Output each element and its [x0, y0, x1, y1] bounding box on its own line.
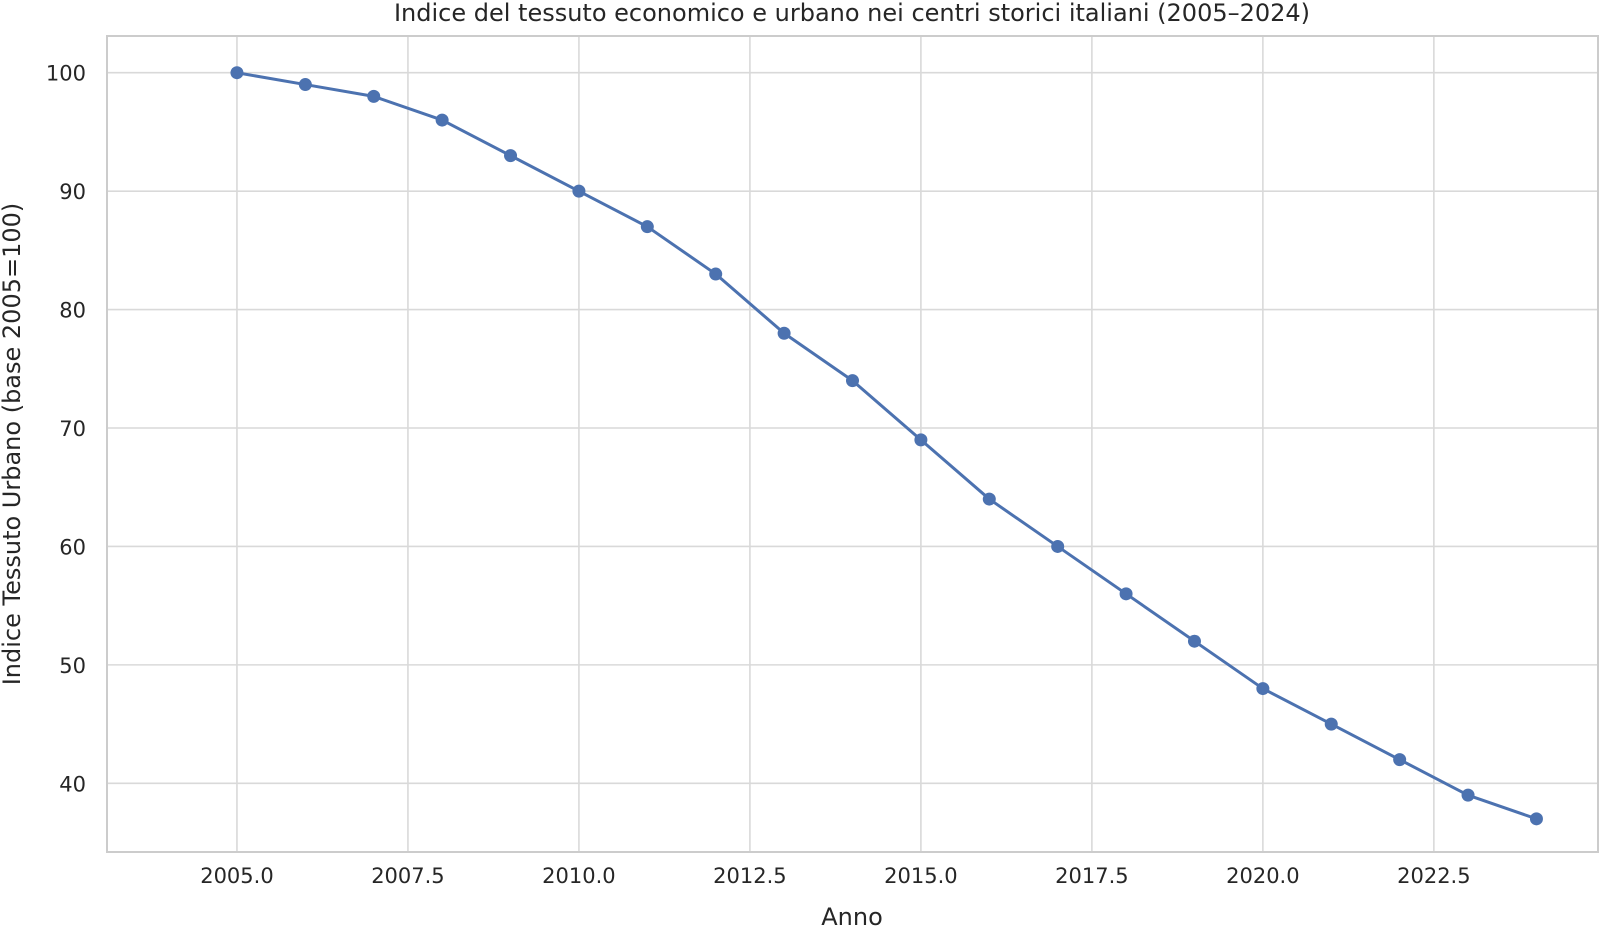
- data-point: [230, 66, 244, 80]
- y-tick-label: 50: [59, 654, 86, 678]
- data-point: [504, 149, 518, 163]
- data-point: [1324, 717, 1338, 731]
- y-tick-label: 90: [59, 180, 86, 204]
- data-point: [1461, 788, 1475, 802]
- data-point: [1256, 682, 1270, 696]
- data-point: [572, 184, 586, 198]
- y-tick-label: 80: [59, 299, 86, 323]
- x-axis-label: Anno: [821, 903, 883, 928]
- data-point: [777, 326, 791, 340]
- x-tick-label: 2020.0: [1226, 864, 1299, 888]
- x-gridlines: [236, 36, 1435, 852]
- x-tick-label: 2015.0: [884, 864, 957, 888]
- series-line: [236, 71, 1537, 821]
- data-point: [1119, 587, 1133, 601]
- x-tick-label: 2010.0: [542, 864, 615, 888]
- series-layer: [230, 66, 1543, 826]
- data-point: [1529, 812, 1543, 826]
- y-tick-label: 70: [59, 417, 86, 441]
- x-tick-labels: 2005.0 2007.5 2010.0 2012.5 2015.0 2017.5 2020…: [200, 864, 1470, 888]
- data-point: [982, 492, 996, 506]
- y-tick-label: 60: [59, 535, 86, 559]
- data-point: [1393, 753, 1407, 767]
- x-tick-label: 2007.5: [371, 864, 444, 888]
- data-point: [914, 433, 928, 447]
- data-point: [846, 374, 859, 388]
- data-point: [298, 78, 312, 92]
- y-tick-labels: 40 50 60 70 80 90 100: [46, 62, 86, 797]
- x-tick-label: 2022.5: [1397, 864, 1470, 888]
- data-point: [640, 220, 654, 234]
- x-tick-label: 2012.5: [713, 864, 786, 888]
- y-axis-label: Indice Tessuto Urbano (base 2005=100): [0, 203, 26, 686]
- data-point: [709, 267, 723, 281]
- y-gridlines: [107, 71, 1598, 785]
- chart-title: Indice del tessuto economico e urbano ne…: [394, 0, 1310, 27]
- data-point: [367, 89, 381, 103]
- plot-frame: [106, 35, 1599, 853]
- data-point: [1051, 539, 1065, 553]
- y-tick-label: 100: [46, 62, 86, 86]
- x-tick-label: 2005.0: [200, 864, 273, 888]
- data-point: [1187, 634, 1201, 648]
- x-tick-label: 2017.5: [1055, 864, 1128, 888]
- data-point: [435, 113, 449, 127]
- y-tick-label: 40: [59, 772, 86, 796]
